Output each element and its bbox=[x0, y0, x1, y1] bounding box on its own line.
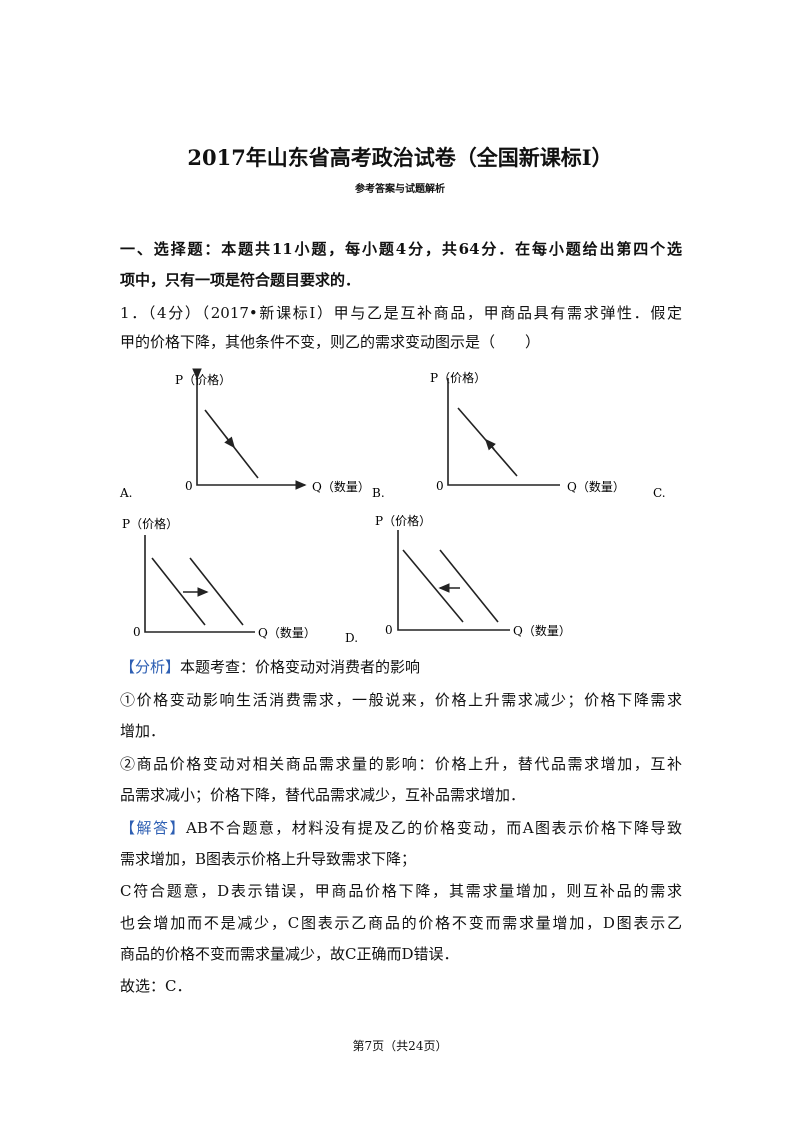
option-label: C. bbox=[653, 486, 666, 500]
option-label: A. bbox=[119, 486, 132, 500]
answer-text: 商品的价格不变而需求量减少，故C正确而D错误． bbox=[120, 945, 459, 963]
axis-label: Q（数量） bbox=[567, 479, 625, 494]
question-text: 甲的价格下降，其他条件不变，则乙的需求变动图示是（ ） bbox=[120, 333, 541, 351]
axis-label: P（价格） bbox=[430, 370, 486, 385]
answer-text: AB不合题意，材料没有提及乙的价格变动，而A图表示价格下降导致 bbox=[185, 819, 682, 837]
origin-label: 0 bbox=[133, 625, 141, 639]
analysis-text: ①价格变动影响生活消费需求，一般说来，价格上升需求减少；价格下降需求 bbox=[120, 691, 682, 709]
analysis-text: ②商品价格变动对相关商品需求量的影响：价格上升，替代品需求增加，互补 bbox=[120, 755, 682, 773]
answer-text: 故选：C． bbox=[120, 977, 192, 995]
answer-tag: 【解答】 bbox=[120, 819, 186, 837]
axes bbox=[192, 368, 307, 490]
demand-curve bbox=[151, 557, 206, 626]
axes bbox=[397, 530, 510, 631]
option-label: B. bbox=[372, 486, 385, 500]
title: 2017年山东省高考政治试卷（全国新课标Ⅰ） bbox=[187, 145, 613, 170]
question-text: 1．（4分）（2017•新课标Ⅰ）甲与乙是互补商品，甲商品具有需求弹性．假定 bbox=[120, 304, 682, 322]
section-heading: 项中，只有一项是符合题目要求的． bbox=[120, 271, 361, 289]
origin-label: 0 bbox=[436, 479, 444, 493]
option-label: D. bbox=[345, 631, 358, 645]
arrow bbox=[484, 438, 496, 451]
answer-text: 需求增加，B图表示价格上升导致需求下降； bbox=[120, 850, 417, 868]
section-heading: 一、选择题：本题共11小题，每小题4分，共64分．在每小题给出第四个选 bbox=[120, 240, 682, 258]
demand-curve bbox=[189, 557, 244, 626]
analysis-text: 品需求减小；价格下降，替代品需求减少，互补品需求增加． bbox=[120, 786, 526, 804]
answer-text: 也会增加而不是减少，C图表示乙商品的价格不变而需求量增加，D图表示乙 bbox=[120, 914, 682, 932]
page-footer: 第7页（共24页） bbox=[352, 1039, 448, 1053]
subtitle: 参考答案与试题解析 bbox=[355, 184, 445, 195]
demand-curve bbox=[439, 549, 499, 623]
axis-label: Q（数量） bbox=[312, 479, 370, 494]
analysis-tag: 【分析】 bbox=[120, 658, 181, 676]
axis-label: P（价格） bbox=[175, 372, 231, 387]
analysis-text: 增加． bbox=[120, 722, 166, 740]
origin-label: 0 bbox=[185, 479, 193, 493]
axes bbox=[447, 378, 560, 486]
axes bbox=[144, 535, 255, 633]
answer-line: 【解答】AB不合题意，材料没有提及乙的价格变动，而A图表示价格下降导致 bbox=[120, 818, 682, 838]
answer-text: C符合题意，D表示错误，甲商品价格下降，其需求量增加，则互补品的需求 bbox=[120, 882, 682, 900]
analysis-line: 【分析】本题考查：价格变动对消费者的影响 bbox=[120, 657, 420, 677]
demand-curve bbox=[402, 549, 464, 623]
origin-label: 0 bbox=[385, 623, 393, 637]
arrow bbox=[224, 436, 235, 449]
axis-label: Q（数量） bbox=[258, 625, 316, 640]
axis-label: P（价格） bbox=[375, 513, 431, 528]
axis-label: Q（数量） bbox=[513, 623, 571, 638]
analysis-text: 本题考查：价格变动对消费者的影响 bbox=[180, 658, 421, 676]
axis-label: P（价格） bbox=[122, 516, 178, 531]
